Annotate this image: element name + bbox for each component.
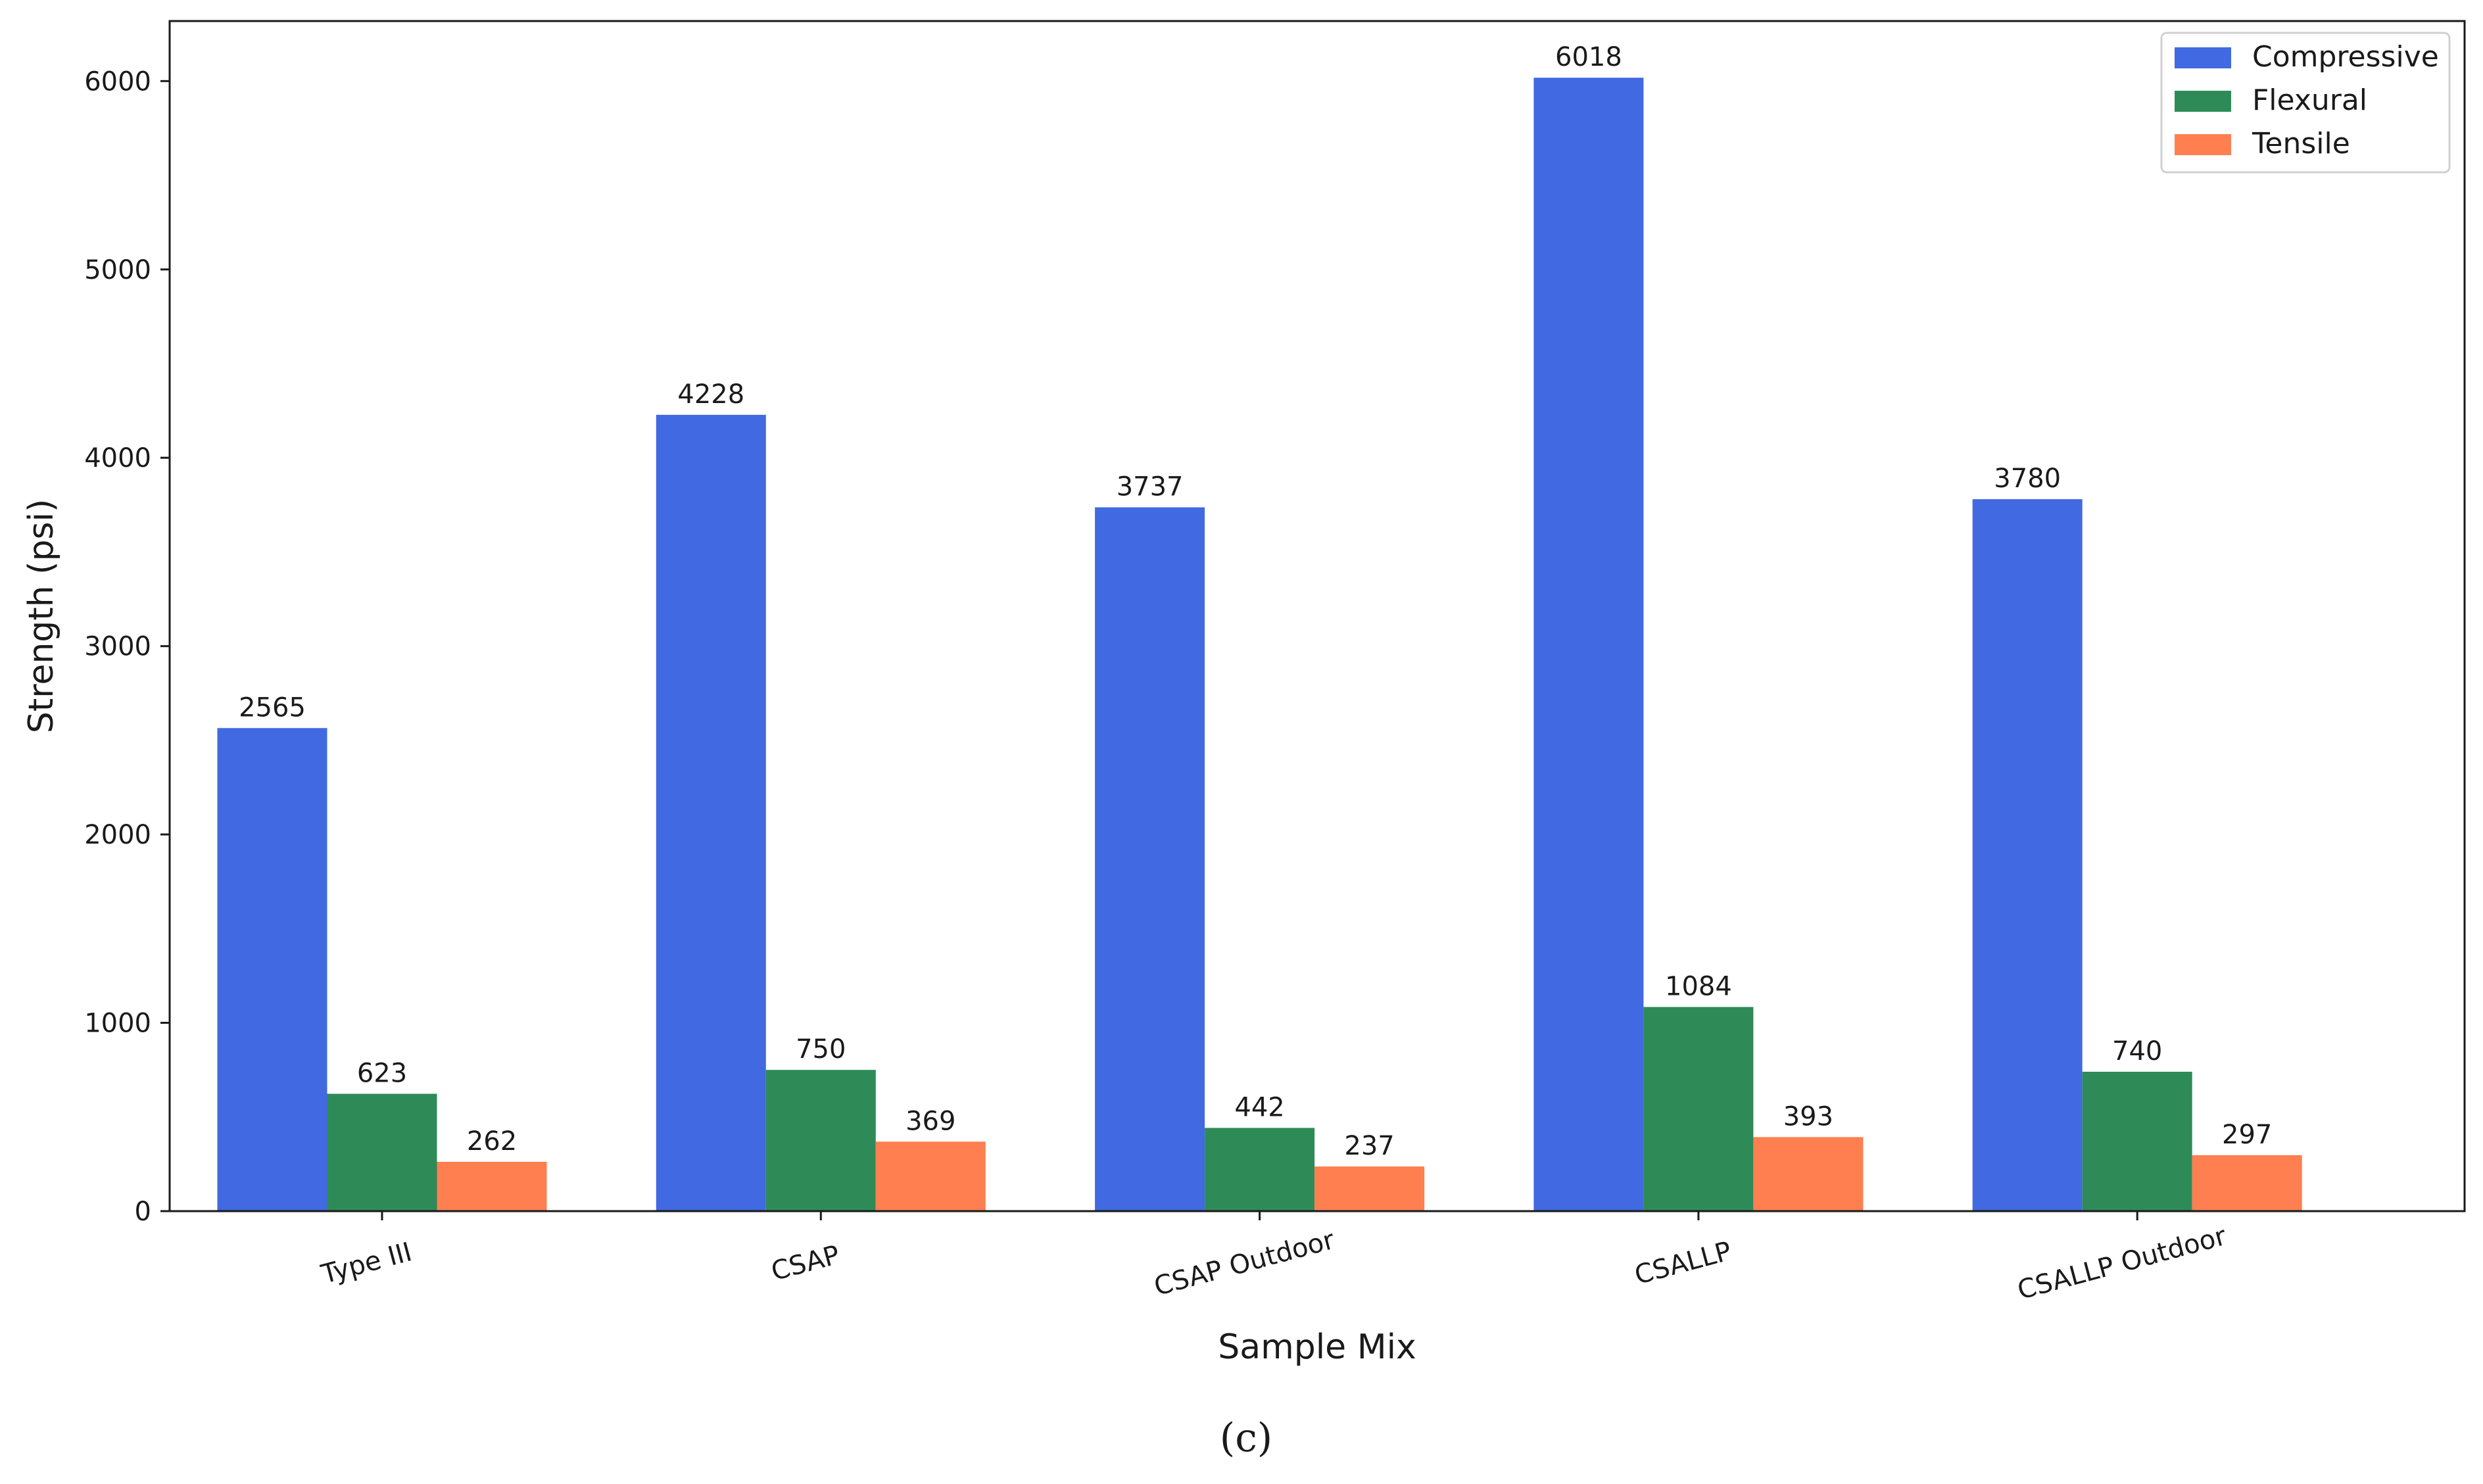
- bar-tensile-type-iii: [437, 1162, 547, 1211]
- legend-label-flexural: Flexural: [2252, 84, 2367, 117]
- y-axis-title: Strength (psi): [22, 499, 61, 734]
- bar-value-label: 3737: [1117, 472, 1184, 502]
- legend-swatch-tensile: [2175, 134, 2231, 155]
- bar-value-label: 237: [1344, 1131, 1394, 1161]
- bar-value-label: 2565: [239, 692, 306, 723]
- y-tick-label: 3000: [84, 632, 151, 662]
- bar-compressive-csallp: [1533, 78, 1644, 1212]
- bar-value-label: 262: [467, 1126, 517, 1157]
- bar-compressive-csap-outdoor: [1095, 507, 1205, 1211]
- bar-labels-group: 2565 623 262 4228 750 369 3737 442 237 6018 1084 39…: [239, 42, 2272, 1161]
- legend-swatch-flexural: [2175, 91, 2231, 112]
- bar-tensile-csallp: [1753, 1137, 1864, 1211]
- y-tick-label: 1000: [84, 1009, 151, 1039]
- bar-value-label: 1084: [1665, 972, 1732, 1002]
- y-axis: 0 1000 2000 3000 4000 5000 6000: [84, 66, 170, 1227]
- bar-flexural-csallp: [1643, 1007, 1754, 1211]
- bar-value-label: 750: [796, 1034, 846, 1065]
- bar-value-label: 393: [1783, 1101, 1833, 1132]
- bar-tensile-csallp-outdoor: [2192, 1155, 2302, 1211]
- bar-flexural-csallp-outdoor: [2082, 1072, 2192, 1211]
- bar-compressive-csallp-outdoor: [1972, 499, 2083, 1212]
- bar-value-label: 3780: [1994, 464, 2061, 494]
- y-tick-label: 5000: [84, 255, 151, 285]
- bar-compressive-csap: [656, 414, 766, 1211]
- bar-value-label: 623: [357, 1059, 407, 1089]
- bar-flexural-csap: [765, 1070, 876, 1211]
- legend-swatch-compressive: [2175, 47, 2231, 68]
- legend-label-compressive: Compressive: [2252, 40, 2439, 74]
- figure-caption: (c): [1220, 1415, 1272, 1461]
- legend-frame: [2160, 32, 2451, 174]
- bar-value-label: 369: [905, 1106, 955, 1136]
- bar-flexural-csap-outdoor: [1205, 1128, 1315, 1211]
- bar-flexural-type-iii: [327, 1093, 437, 1211]
- bar-value-label: 297: [2222, 1120, 2272, 1150]
- y-tick-label: 0: [135, 1197, 151, 1227]
- bar-value-label: 740: [2112, 1036, 2162, 1066]
- bar-value-label: 6018: [1555, 42, 1622, 72]
- bar-value-label: 442: [1234, 1092, 1284, 1122]
- bar-tensile-csap-outdoor: [1314, 1166, 1425, 1211]
- bar-tensile-csap: [875, 1141, 986, 1211]
- legend-label-tensile: Tensile: [2252, 127, 2350, 160]
- y-tick-label: 4000: [84, 443, 151, 473]
- legend: Compressive Flexural Tensile: [2160, 32, 2451, 174]
- bar-value-label: 4228: [677, 379, 744, 410]
- x-axis-title: Sample Mix: [1218, 1328, 1416, 1367]
- y-tick-label: 6000: [84, 66, 151, 97]
- y-tick-label: 2000: [84, 820, 151, 850]
- bar-compressive-type-iii: [217, 728, 327, 1211]
- bars-group: [217, 78, 2302, 1212]
- plot-area-frame: [168, 20, 2466, 1212]
